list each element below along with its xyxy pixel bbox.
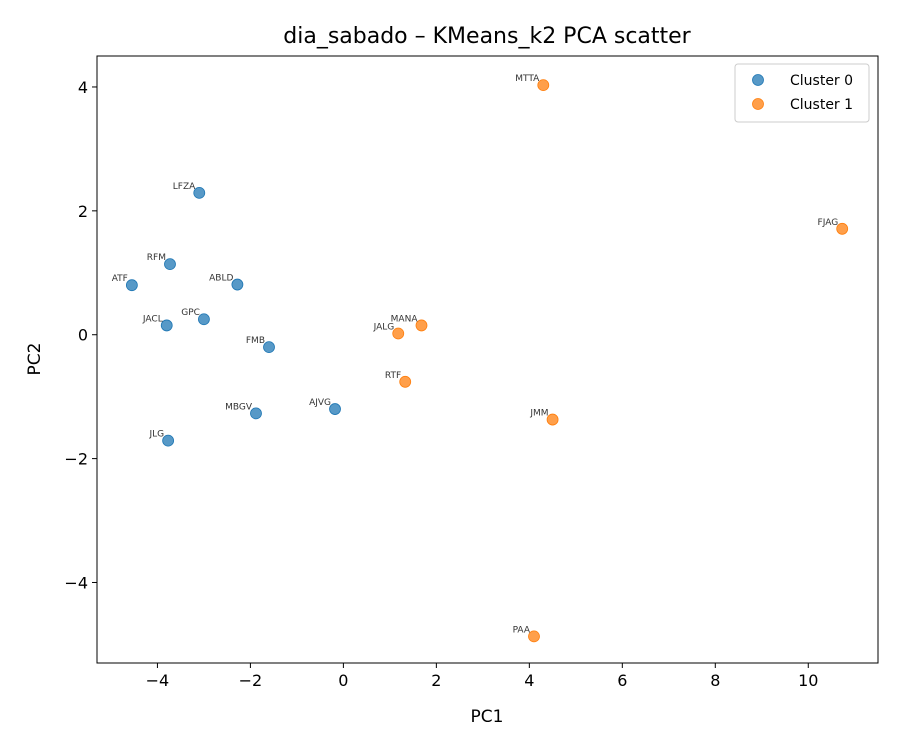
point-label: FMB: [246, 336, 265, 346]
legend-marker: [752, 74, 764, 86]
point-label: JMM: [529, 409, 548, 419]
point-label: JACL: [142, 314, 163, 324]
point-lfza: [193, 186, 206, 199]
point-jmm: [546, 413, 559, 426]
point-label: RTF: [385, 371, 401, 381]
point-atf: [125, 279, 138, 292]
x-tick-label: 8: [710, 671, 720, 690]
y-tick-label: 0: [78, 326, 88, 345]
point-mtta: [537, 79, 550, 92]
y-tick-label: 2: [78, 202, 88, 221]
point-label: FJAG: [818, 218, 839, 228]
point-paa: [528, 630, 540, 643]
point-label: JLG: [148, 430, 164, 440]
y-tick-label: −4: [64, 573, 88, 592]
point-label: GPC: [181, 308, 200, 318]
point-label: MTTA: [515, 74, 540, 84]
point-jacl: [160, 319, 173, 332]
y-axis-label: PC2: [25, 343, 45, 376]
point-fjag: [836, 222, 849, 235]
plot-frame: [96, 55, 879, 664]
point-label: PAA: [513, 625, 531, 635]
plot-area: −4 −2 0 2 4 6 8 10 −4 −2 0 2 4 LFZA RFM ATF ABLD JACL GPC F…: [64, 55, 879, 690]
point-label: AJVG: [309, 398, 331, 408]
x-tick-label: 4: [524, 671, 534, 690]
x-tick-label: −2: [239, 671, 263, 690]
y-tick-label: 4: [78, 78, 88, 97]
legend-marker: [752, 98, 764, 110]
x-tick-label: 10: [798, 671, 818, 690]
chart-title: dia_sabado – KMeans_k2 PCA scatter: [283, 24, 691, 49]
point-label: RFM: [147, 253, 166, 263]
x-tick-label: 0: [338, 671, 348, 690]
point-rfm: [164, 258, 176, 271]
point-label: MBGV: [225, 402, 253, 412]
y-tick-label: −2: [64, 450, 88, 469]
legend-entry: Cluster 1: [790, 97, 853, 113]
point-jlg: [162, 434, 175, 447]
point-ajvg: [329, 403, 341, 415]
point-abld: [231, 278, 244, 291]
legend-box: [734, 63, 870, 123]
point-rtf: [399, 375, 412, 388]
point-gpc: [198, 313, 210, 326]
point-fmb: [263, 341, 275, 354]
point-label: MANA: [391, 314, 419, 324]
point-mana: [415, 319, 428, 332]
point-label: JALG: [373, 322, 395, 332]
x-tick-label: −4: [146, 671, 170, 690]
point-label: ABLD: [209, 274, 233, 284]
point-mbgv: [250, 407, 262, 420]
point-label: LFZA: [173, 182, 196, 192]
legend: Cluster 0 Cluster 1: [734, 63, 870, 123]
x-tick-label: 2: [431, 671, 441, 690]
point-label: ATF: [112, 274, 128, 284]
x-tick-label: 6: [617, 671, 627, 690]
point-jalg: [392, 327, 405, 340]
legend-entry: Cluster 0: [790, 73, 853, 89]
x-axis-label: PC1: [471, 707, 504, 727]
